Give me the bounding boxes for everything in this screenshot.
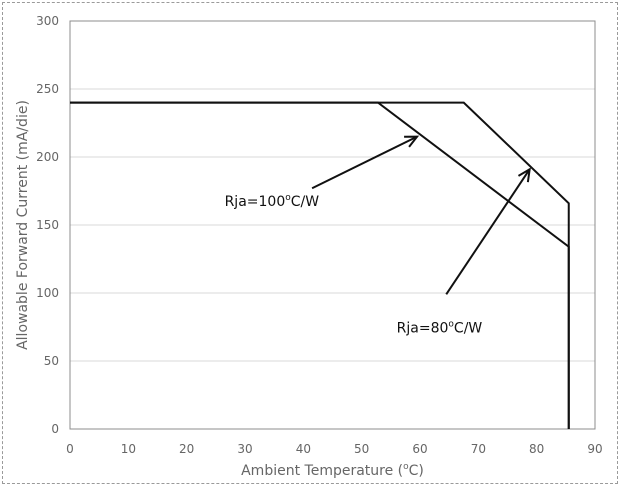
x-tick-labels: 0 10 20 30 40 50 60 70 80 90 — [66, 442, 602, 456]
y-tick-label-0: 0 — [51, 422, 59, 436]
annotations: Rja=100oC/W Rja=80oC/W — [225, 135, 531, 336]
annotation-arrow-1 — [311, 135, 418, 190]
x-tick-label-0: 0 — [66, 442, 74, 456]
x-tick-label-60: 60 — [412, 442, 427, 456]
y-tick-label-150: 150 — [36, 218, 59, 232]
x-tick-label-50: 50 — [354, 442, 369, 456]
y-tick-label-250: 250 — [36, 82, 59, 96]
annotation-arrowhead-2 — [517, 167, 531, 183]
series-line-1 — [70, 101, 570, 429]
x-tick-label-40: 40 — [296, 442, 311, 456]
derating-chart: Rja=100oC/W Rja=80oC/W 0 10 20 30 40 50 60 70 80 9… — [15, 14, 603, 479]
y-tick-label-100: 100 — [36, 286, 59, 300]
y-tick-label-300: 300 — [36, 14, 59, 28]
annotation-label-1: Rja=100oC/W — [225, 193, 320, 210]
chart-container: Rja=100oC/W Rja=80oC/W 0 10 20 30 40 50 60 70 80 9… — [2, 2, 618, 484]
x-axis-title: Ambient Temperature (oC) — [241, 462, 424, 479]
y-tick-label-50: 50 — [44, 354, 59, 368]
x-tick-label-30: 30 — [237, 442, 252, 456]
series-lines — [70, 101, 570, 429]
x-tick-label-10: 10 — [121, 442, 136, 456]
y-axis-title: Allowable Forward Current (mA/die) — [15, 100, 31, 350]
plot-frame — [69, 20, 596, 430]
annotation-label-2: Rja=80oC/W — [397, 319, 483, 336]
y-tick-label-200: 200 — [36, 150, 59, 164]
x-tick-label-90: 90 — [587, 442, 602, 456]
x-tick-label-80: 80 — [529, 442, 544, 456]
x-tick-label-20: 20 — [179, 442, 194, 456]
annotation-arrow-2 — [445, 168, 531, 295]
y-tick-labels: 0 50 100 150 200 250 300 — [36, 14, 59, 436]
x-tick-label-70: 70 — [471, 442, 486, 456]
gridlines — [70, 20, 595, 430]
series-line-2 — [70, 101, 570, 429]
annotation-arrowhead-1 — [404, 135, 420, 148]
